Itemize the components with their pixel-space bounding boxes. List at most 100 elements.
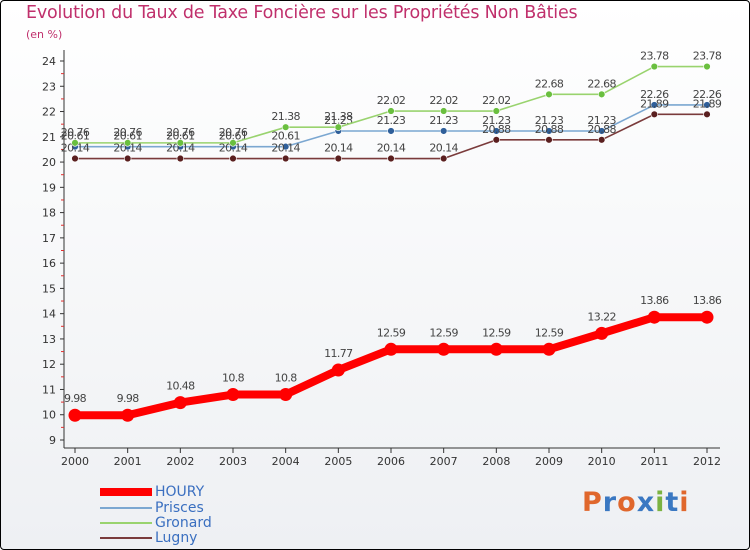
data-label: 20.76 xyxy=(219,126,248,139)
data-point xyxy=(492,136,501,144)
logo-letter: i xyxy=(679,487,690,518)
data-label: 20.88 xyxy=(587,123,616,136)
y-tick-label: 21 xyxy=(42,131,56,144)
data-point xyxy=(331,363,345,377)
data-label: 12.59 xyxy=(535,326,564,339)
data-label: 20.14 xyxy=(219,142,248,155)
data-point xyxy=(703,62,711,71)
data-point xyxy=(387,154,395,163)
chart-title: Evolution du Taux de Taxe Foncière sur l… xyxy=(26,3,578,23)
data-label: 13.22 xyxy=(587,310,616,323)
data-label: 13.86 xyxy=(640,294,669,307)
x-tick-label: 2008 xyxy=(482,455,510,468)
logo-letter: x xyxy=(636,487,656,518)
data-point xyxy=(437,342,451,356)
y-tick-label: 20 xyxy=(42,156,56,169)
data-label: 9.98 xyxy=(64,392,87,405)
data-point xyxy=(703,101,711,109)
data-label: 22.02 xyxy=(482,94,511,107)
x-tick-label: 2009 xyxy=(535,455,563,468)
data-label: 20.14 xyxy=(324,142,353,155)
y-tick-label: 18 xyxy=(42,207,56,220)
x-tick-label: 2012 xyxy=(693,455,721,468)
x-tick-label: 2011 xyxy=(640,455,668,468)
legend-swatch xyxy=(100,522,152,524)
y-tick-label: 11 xyxy=(42,383,56,396)
series-gronard: 20.76 20.76 20.76 20.76 21.38 21.38 22.02 22.02… xyxy=(61,50,722,147)
logo-letter: o xyxy=(617,487,637,518)
data-point xyxy=(545,90,553,99)
data-label: 20.76 xyxy=(166,126,195,139)
data-point xyxy=(439,127,448,135)
data-point xyxy=(229,154,237,163)
y-tick-label: 24 xyxy=(42,55,56,68)
legend-item-lugny: Lugny xyxy=(100,531,240,545)
data-label: 10.48 xyxy=(166,380,195,393)
data-point xyxy=(123,139,132,147)
legend-swatch xyxy=(100,488,152,496)
logo-letter: t xyxy=(665,487,680,518)
data-label: 21.38 xyxy=(271,110,300,123)
data-point xyxy=(281,154,290,163)
data-label: 12.59 xyxy=(377,326,406,339)
x-tick-label: 2003 xyxy=(219,455,247,468)
y-tick-label: 16 xyxy=(42,257,56,270)
series-lugny: 20.14 20.14 20.14 20.14 20.14 20.14 20.14 20.14… xyxy=(61,97,722,163)
data-point xyxy=(121,408,135,422)
y-tick-label: 14 xyxy=(42,308,56,321)
data-label: 20.61 xyxy=(113,130,142,143)
legend-item-prisces: Prisces xyxy=(100,501,240,515)
x-tick-label: 2005 xyxy=(324,455,352,468)
legend-swatch xyxy=(100,507,152,509)
data-label: 20.76 xyxy=(113,126,142,139)
y-tick-label: 23 xyxy=(42,80,56,93)
data-point xyxy=(492,107,501,115)
data-label: 22.68 xyxy=(535,77,564,90)
unit-label: (en %) xyxy=(26,28,63,41)
data-label: 21.89 xyxy=(693,97,722,110)
data-label: 20.61 xyxy=(166,130,195,143)
data-label: 20.88 xyxy=(535,123,564,136)
logo-letter: r xyxy=(602,487,618,518)
data-point xyxy=(545,127,553,135)
data-label: 10.8 xyxy=(222,372,245,385)
y-tick-label: 13 xyxy=(42,333,56,346)
data-point xyxy=(703,110,711,119)
logo-letter: i xyxy=(655,487,666,518)
data-label: 21.23 xyxy=(482,114,511,127)
data-point xyxy=(387,127,395,135)
data-point xyxy=(545,136,553,144)
data-label: 20.61 xyxy=(271,130,300,143)
data-point xyxy=(595,326,609,340)
data-label: 22.68 xyxy=(587,77,616,90)
data-label: 21.23 xyxy=(587,114,616,127)
legend-label: Gronard xyxy=(155,515,212,531)
data-point xyxy=(279,388,293,402)
legend-label: Prisces xyxy=(155,500,204,516)
data-label: 21.23 xyxy=(377,114,406,127)
data-point xyxy=(387,107,395,115)
data-point xyxy=(173,396,187,410)
x-tick-label: 2010 xyxy=(588,455,616,468)
data-point xyxy=(492,127,501,135)
data-label: 22.26 xyxy=(693,88,722,101)
x-tick-label: 2001 xyxy=(114,455,142,468)
data-point xyxy=(542,342,556,356)
data-label: 22.02 xyxy=(429,94,458,107)
data-label: 20.14 xyxy=(113,142,142,155)
data-label: 20.61 xyxy=(219,130,248,143)
data-label: 20.88 xyxy=(482,123,511,136)
series-houry: 9.98 9.98 10.48 10.8 10.8 11.77 12.59 12.59 12.5… xyxy=(64,294,722,422)
data-point xyxy=(647,310,661,324)
data-label: 21.89 xyxy=(640,97,669,110)
data-label: 10.8 xyxy=(275,372,298,385)
data-label: 23.78 xyxy=(693,50,722,63)
data-label: 11.77 xyxy=(324,347,353,360)
data-point xyxy=(226,388,240,402)
data-label: 20.14 xyxy=(61,142,90,155)
y-tick-label: 9 xyxy=(49,434,56,447)
data-point xyxy=(176,154,185,163)
data-label: 21.23 xyxy=(535,114,564,127)
legend-swatch xyxy=(100,537,152,539)
